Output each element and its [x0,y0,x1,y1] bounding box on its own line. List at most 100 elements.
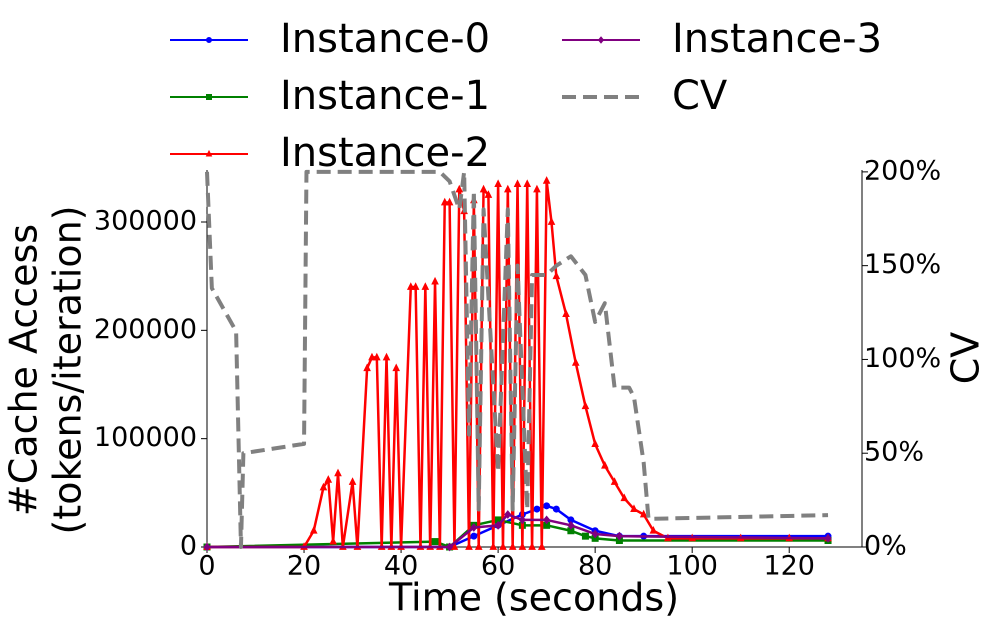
legend-item: CV [562,73,728,119]
y-tick-label: 100000 [94,422,197,453]
marker [542,515,551,525]
x-tick-label: 60 [481,551,515,582]
marker [567,520,575,530]
marker [518,542,527,550]
marker [581,532,589,540]
marker [484,190,493,198]
marker [406,282,415,290]
marker [445,542,454,552]
x-tick-label: 120 [763,551,815,582]
marker [206,94,212,100]
marker [474,542,483,550]
legend-item: Instance-3 [562,16,882,62]
y-tick-label: 200000 [94,314,197,345]
marker [824,533,832,543]
marker [465,542,473,550]
marker [547,217,556,225]
marker [542,176,551,184]
legend-label: Instance-2 [280,130,490,176]
marker [309,526,318,534]
x-tick-label: 80 [578,551,612,582]
marker [450,542,459,550]
y2-tick-label: 200% [864,155,941,186]
marker [523,179,532,187]
marker [620,493,629,502]
marker [363,363,371,372]
marker [537,542,546,550]
x-tick-label: 20 [287,551,321,582]
y-axis-label: #Cache Access [2,224,46,516]
marker [504,184,512,193]
marker [552,505,560,513]
y2-tick-label: 150% [864,249,941,280]
marker [455,184,464,193]
marker [630,504,638,512]
marker [440,197,449,206]
legend-item: Instance-2 [170,130,490,176]
y2-tick-label: 50% [864,437,924,468]
marker [504,510,512,519]
marker [533,505,541,513]
marker [562,309,570,317]
x-axis-label: Time (seconds) [388,576,679,620]
marker [479,184,488,193]
marker [552,271,561,280]
marker [348,477,357,485]
marker [431,276,439,285]
marker [513,179,522,187]
marker [597,36,605,44]
marker [494,520,502,530]
y-axis-label: (tokens/iteration) [46,205,90,534]
marker [324,475,333,483]
marker [508,542,517,550]
marker [373,352,381,361]
x-tick-label: 0 [198,551,215,582]
legend-label: Instance-0 [280,16,490,62]
legend-item: Instance-0 [170,16,490,62]
y-tick-label: 300000 [94,206,197,237]
marker [489,542,498,550]
marker [205,149,213,157]
marker [518,515,527,525]
marker [601,461,609,469]
x-tick-label: 100 [666,551,718,582]
marker [470,532,478,540]
marker [499,542,507,550]
marker [319,482,328,491]
marker [610,477,619,485]
marker [470,523,478,532]
legend-label: Instance-1 [280,73,490,119]
marker [203,542,211,552]
series-line [207,513,829,549]
marker [543,502,551,510]
cv-line [205,169,829,549]
marker [591,529,599,539]
y2-axis-label: CV [944,332,988,385]
legend-label: Instance-3 [672,16,882,62]
marker [571,358,580,366]
y-tick-label: 0 [180,531,197,562]
marker [392,363,401,372]
marker [206,37,212,43]
marker [411,282,420,290]
marker [382,352,391,361]
marker [528,542,536,550]
y2-tick-label: 0% [864,531,907,562]
legend-item: Instance-1 [170,73,490,119]
marker [421,282,430,290]
y2-tick-label: 100% [864,343,941,374]
marker [533,184,541,193]
marker [494,179,502,187]
marker [329,536,337,545]
marker [334,468,342,477]
marker [368,352,376,361]
marker [581,401,590,410]
legend-label: CV [672,73,728,119]
x-tick-label: 40 [384,551,418,582]
marker [445,197,454,206]
marker [591,439,599,447]
marker [639,509,648,518]
marker [615,531,624,541]
series-line [206,518,829,549]
